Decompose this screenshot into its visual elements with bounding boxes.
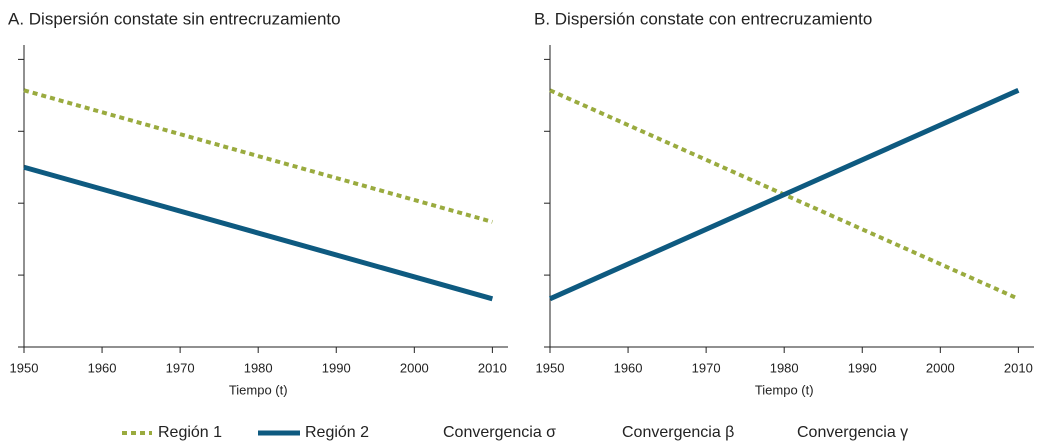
x-tick-label: 2010: [1004, 360, 1033, 375]
series-line: Región 2: [548, 88, 1020, 302]
x-axis-label: Tiempo (t): [229, 382, 288, 397]
x-tick-label: 1990: [848, 360, 877, 375]
x-tick-label: 1970: [692, 360, 721, 375]
x-axis-label: Tiempo (t): [755, 382, 814, 397]
x-tick-label: 1960: [88, 360, 117, 375]
x-tick-label: 1990: [322, 360, 351, 375]
series-line: [23, 88, 493, 224]
x-tick-label: 2010: [478, 360, 507, 375]
x-tick-label: 2000: [926, 360, 955, 375]
legend-label: Región 1: [158, 424, 222, 441]
x-tick-label: 1970: [166, 360, 195, 375]
x-tick-label: 1950: [10, 360, 39, 375]
legend-note: Convergencia σ: [443, 424, 556, 441]
x-tick-label: 1980: [770, 360, 799, 375]
x-tick-label: 1950: [536, 360, 565, 375]
legend-note: Convergencia γ: [797, 424, 908, 441]
chart-title: A. Dispersión constate sin entrecruzamie…: [8, 9, 341, 28]
x-tick-label: 1980: [244, 360, 273, 375]
series-line: [23, 164, 494, 302]
legend-note: Convergencia β: [622, 424, 734, 441]
legend-label: Región 2: [305, 424, 369, 441]
chart-title: B. Dispersión constate con entrecruzamie…: [534, 9, 872, 28]
x-tick-label: 2000: [400, 360, 429, 375]
x-tick-label: 1960: [614, 360, 643, 375]
